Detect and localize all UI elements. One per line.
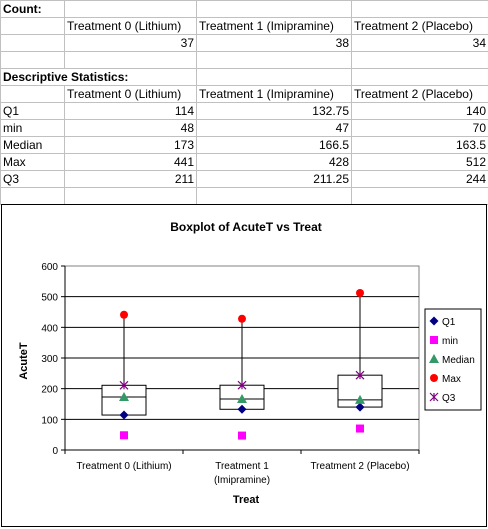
empty-cell[interactable]	[65, 1, 197, 18]
data-point-min	[356, 425, 364, 433]
stats-row-name[interactable]: min	[1, 120, 65, 137]
stats-value-cell[interactable]: 428	[197, 154, 352, 171]
stats-value-cell[interactable]: 132.75	[197, 103, 352, 120]
stats-value-cell[interactable]: 512	[352, 154, 488, 171]
y-tick-label: 600	[41, 262, 58, 273]
empty-cell[interactable]	[1, 86, 65, 103]
blank-row	[1, 52, 488, 69]
empty-cell[interactable]	[352, 1, 488, 18]
count-value-cell[interactable]: 37	[65, 35, 197, 52]
count-header-cell[interactable]: Treatment 2 (Placebo)	[352, 18, 488, 35]
empty-cell[interactable]	[65, 188, 197, 205]
stats-label-cell[interactable]: Descriptive Statistics:	[1, 69, 197, 86]
y-tick-label: 200	[41, 385, 58, 396]
legend-marker-min	[430, 336, 438, 344]
empty-cell[interactable]	[352, 52, 488, 69]
legend-label: Q3	[442, 393, 456, 404]
stats-value-cell[interactable]: 114	[65, 103, 197, 120]
count-value-cell[interactable]: 34	[352, 35, 488, 52]
count-value-row: 37 38 34	[1, 35, 488, 52]
x-tick-label: Treatment 1	[215, 461, 269, 472]
stats-row: Q3 211 211.25 244	[1, 171, 488, 188]
empty-cell[interactable]	[1, 52, 65, 69]
empty-cell[interactable]	[197, 52, 352, 69]
stats-row: Max 441 428 512	[1, 154, 488, 171]
empty-cell[interactable]	[197, 69, 352, 86]
count-header-cell[interactable]: Treatment 0 (Lithium)	[65, 18, 197, 35]
legend-label: Max	[442, 374, 461, 385]
count-header-cell[interactable]: Treatment 1 (Imipramine)	[197, 18, 352, 35]
legend: Q1 min Median Max Q3	[425, 309, 481, 410]
data-point-max	[356, 289, 364, 297]
stats-value-cell[interactable]: 70	[352, 120, 488, 137]
stats-header-cell[interactable]: Treatment 2 (Placebo)	[352, 86, 488, 103]
data-point-min	[120, 431, 128, 439]
empty-cell[interactable]	[65, 52, 197, 69]
stats-value-cell[interactable]: 211.25	[197, 171, 352, 188]
stats-header-cell[interactable]: Treatment 1 (Imipramine)	[197, 86, 352, 103]
stats-row-name[interactable]: Median	[1, 137, 65, 154]
x-tick-label: (Imipramine)	[214, 475, 270, 486]
y-tick-label: 300	[41, 354, 58, 365]
y-tick-label: 500	[41, 293, 58, 304]
stats-value-cell[interactable]: 166.5	[197, 137, 352, 154]
stats-header-cell[interactable]: Treatment 0 (Lithium)	[65, 86, 197, 103]
stats-row: Q1 114 132.75 140	[1, 103, 488, 120]
stats-header-row: Treatment 0 (Lithium) Treatment 1 (Imipr…	[1, 86, 488, 103]
blank-row	[1, 188, 488, 205]
stats-value-cell[interactable]: 173	[65, 137, 197, 154]
stats-row: Median 173 166.5 163.5	[1, 137, 488, 154]
stats-row: min 48 47 70	[1, 120, 488, 137]
empty-cell[interactable]	[197, 1, 352, 18]
empty-cell[interactable]	[197, 188, 352, 205]
y-tick-label: 400	[41, 323, 58, 334]
stats-row-name[interactable]: Q3	[1, 171, 65, 188]
boxplot-chart: Boxplot of AcuteT vs Treat AcuteT Treat …	[2, 205, 486, 526]
stats-value-cell[interactable]: 47	[197, 120, 352, 137]
chart-object[interactable]: Boxplot of AcuteT vs Treat AcuteT Treat …	[1, 204, 487, 527]
y-tick-label: 100	[41, 415, 58, 426]
legend-marker-max	[430, 374, 438, 382]
empty-cell[interactable]	[352, 188, 488, 205]
stats-value-cell[interactable]: 48	[65, 120, 197, 137]
stats-value-cell[interactable]: 441	[65, 154, 197, 171]
stats-row-name[interactable]: Max	[1, 154, 65, 171]
count-label-cell[interactable]: Count:	[1, 1, 65, 18]
x-tick-label: Treatment 0 (Lithium)	[76, 461, 171, 472]
stats-value-cell[interactable]: 163.5	[352, 137, 488, 154]
count-value-cell[interactable]: 38	[197, 35, 352, 52]
y-tick-label: 0	[52, 446, 58, 457]
empty-cell[interactable]	[1, 35, 65, 52]
legend-label: Q1	[442, 317, 456, 328]
stats-row-name[interactable]: Q1	[1, 103, 65, 120]
count-label-row: Count:	[1, 1, 488, 18]
y-axis-label: AcuteT	[18, 342, 30, 380]
data-point-max	[120, 311, 128, 319]
count-header-row: Treatment 0 (Lithium) Treatment 1 (Imipr…	[1, 18, 488, 35]
stats-value-cell[interactable]: 140	[352, 103, 488, 120]
stats-value-cell[interactable]: 244	[352, 171, 488, 188]
x-tick-label: Treatment 2 (Placebo)	[310, 461, 409, 472]
plot-area: 0 100 200 300 400 500 600 Treatment 0 (Lithium)…	[41, 262, 419, 486]
data-point-max	[238, 315, 246, 323]
legend-label: Median	[442, 355, 475, 366]
spreadsheet-grid: Count: Treatment 0 (Lithium) Treatment 1…	[0, 0, 488, 205]
stats-label-row: Descriptive Statistics:	[1, 69, 488, 86]
stats-value-cell[interactable]: 211	[65, 171, 197, 188]
data-point-min	[238, 432, 246, 440]
empty-cell[interactable]	[1, 188, 65, 205]
chart-title: Boxplot of AcuteT vs Treat	[170, 220, 322, 234]
empty-cell[interactable]	[1, 18, 65, 35]
legend-label: min	[442, 336, 458, 347]
empty-cell[interactable]	[352, 69, 488, 86]
x-axis-label: Treat	[233, 494, 260, 506]
